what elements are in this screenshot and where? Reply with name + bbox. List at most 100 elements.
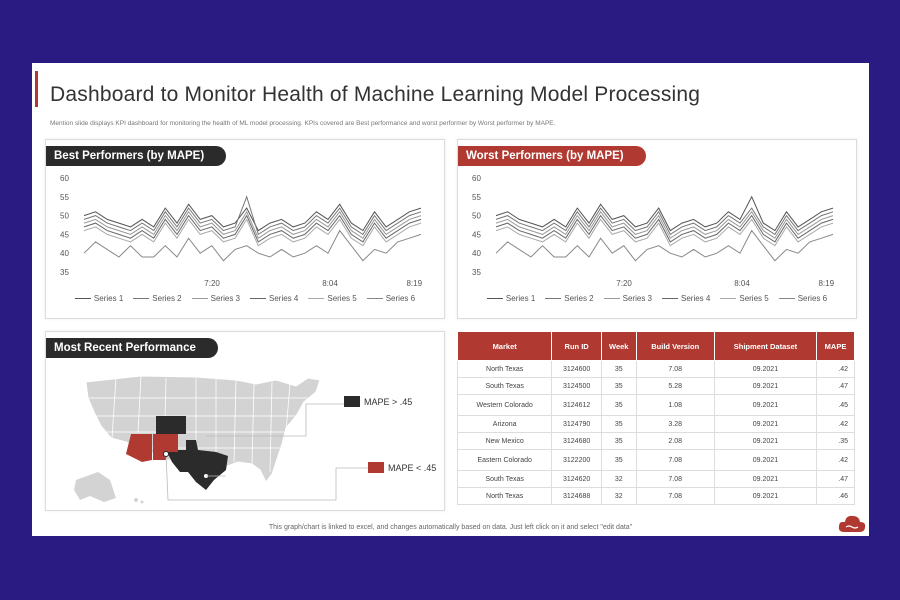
legend-item: Series 3 (191, 294, 240, 303)
table-row[interactable]: Western Colorado 3124612 35 1.08 09.2021.45 (456, 394, 855, 416)
x-tick-label: 7:20 (204, 279, 220, 288)
table-body: North Texas 3124600 35 7.08 09.2021.42 South … (456, 360, 855, 505)
y-tick-label: 55 (60, 193, 69, 202)
worst-performers-chart[interactable]: 60 55 50 45 40 35 7:20 8:04 8:19 (458, 140, 856, 318)
table-header-cell[interactable]: Build Version (635, 331, 715, 361)
legend-item: Series 4 (662, 294, 710, 303)
table-header-cell[interactable]: MAPE (816, 331, 855, 361)
table-cell: 09.2021 (713, 432, 818, 450)
legend-label: Series 2 (564, 294, 594, 303)
table-header-cell[interactable]: Week (600, 331, 637, 361)
best-performers-legend: Series 1 Series 2 Series 3 Series 4 Series 5… (46, 294, 444, 303)
table-cell: 3124688 (551, 487, 602, 505)
series-line-1 (495, 195, 834, 232)
table-cell: 2.08 (635, 432, 715, 450)
cloud-icon (838, 515, 866, 532)
table-header-cell[interactable]: Market (456, 331, 553, 361)
legend-label: Series 3 (622, 294, 652, 303)
table-cell: 3124600 (551, 360, 602, 378)
table-row[interactable]: Arizona 3124790 35 3.28 09.2021.42 (456, 415, 855, 433)
table-cell: 35 (600, 449, 637, 471)
table-cell: 35 (600, 377, 637, 395)
table-row[interactable]: North Texas 3124688 32 7.08 09.2021.46 (456, 487, 855, 505)
legend-swatch (545, 298, 562, 299)
y-tick-label: 35 (472, 268, 481, 277)
table-cell: .42 (816, 449, 855, 471)
series-line-5 (495, 218, 834, 247)
worst-performers-panel: Worst Performers (by MAPE) 60 55 50 45 40 35 7… (457, 139, 857, 319)
legend-swatch (720, 298, 737, 299)
legend-mape-high: MAPE > .45 (344, 396, 412, 407)
table-cell: 09.2021 (713, 377, 818, 395)
table-row[interactable]: South Texas 3124620 32 7.08 09.2021.47 (456, 470, 855, 488)
table-cell: .45 (816, 394, 855, 416)
table-cell: 35 (600, 394, 637, 416)
us-map[interactable] (46, 332, 444, 510)
table-cell: Western Colorado (456, 394, 553, 416)
table-cell: .42 (816, 360, 855, 378)
legend-swatch (74, 298, 91, 299)
x-tick-label: 8:19 (818, 279, 834, 288)
table-cell: 5.28 (635, 377, 715, 395)
title-accent-bar (35, 71, 38, 107)
series-line-4 (83, 214, 422, 243)
legend-item: Series 2 (545, 294, 594, 303)
recent-performance-title: Most Recent Performance (46, 338, 218, 358)
table-row[interactable]: Eastern Colorado 3122200 35 7.08 09.2021.42 (456, 449, 855, 471)
legend-mape-low: MAPE < .45 (368, 462, 436, 473)
footer-note: This graph/chart is linked to excel, and… (268, 524, 633, 531)
table-header-cell[interactable]: Shipment Dataset (713, 331, 818, 361)
y-tick-label: 50 (60, 212, 69, 221)
table-row[interactable]: New Mexico 3124680 35 2.08 09.2021.35 (456, 432, 855, 450)
legend-dark-label: MAPE > .45 (364, 396, 413, 407)
table-cell: 32 (600, 487, 637, 505)
colorado-shape (156, 416, 186, 434)
legend-item: Series 1 (74, 294, 124, 303)
table-cell: .47 (816, 470, 855, 488)
legend-label: Series 5 (739, 294, 769, 303)
x-tick-label: 8:04 (734, 279, 750, 288)
slide: Dashboard to Monitor Health of Machine L… (32, 63, 869, 536)
arizona-shape (126, 434, 152, 462)
table-cell: 35 (600, 432, 637, 450)
legend-swatch (486, 298, 503, 299)
x-tick-label: 7:20 (616, 279, 632, 288)
legend-item: Series 3 (603, 294, 652, 303)
legend-item: Series 6 (366, 294, 415, 303)
series-line-3 (83, 210, 422, 239)
recent-performance-panel: Most Recent Performance (45, 331, 445, 511)
table-cell: Eastern Colorado (456, 449, 553, 471)
series-line-6 (83, 229, 422, 262)
worst-performers-legend: Series 1 Series 2 Series 3 Series 4 Series 5… (458, 294, 856, 303)
legend-item: Series 5 (720, 294, 769, 303)
legend-red-swatch (368, 462, 384, 473)
table-header-cell[interactable]: Run ID (551, 331, 602, 361)
table-cell: 3124620 (551, 470, 602, 488)
table-cell: 35 (600, 415, 637, 433)
table-row[interactable]: North Texas 3124600 35 7.08 09.2021.42 (456, 360, 855, 378)
table-cell: 32 (600, 470, 637, 488)
table-cell: 09.2021 (713, 470, 818, 488)
series-line-3 (495, 210, 834, 239)
table-cell: .46 (816, 487, 855, 505)
table-cell: 09.2021 (713, 360, 818, 378)
table-cell: 09.2021 (713, 487, 818, 505)
legend-red-label: MAPE < .45 (388, 462, 437, 473)
table-cell: .35 (816, 432, 855, 450)
table-cell: 09.2021 (713, 394, 818, 416)
legend-dark-swatch (344, 396, 360, 407)
legend-item: Series 4 (250, 294, 298, 303)
table-cell: 09.2021 (713, 415, 818, 433)
table-cell: 7.08 (635, 470, 715, 488)
legend-item: Series 2 (133, 294, 182, 303)
new-mexico-shape (153, 434, 178, 460)
table-cell: New Mexico (456, 432, 553, 450)
texas-shape (166, 440, 228, 490)
table-row[interactable]: South Texas 3124500 35 5.28 09.2021.47 (456, 377, 855, 395)
table-cell: 35 (600, 360, 637, 378)
best-performers-chart[interactable]: 60 55 50 45 40 35 7:20 8:04 8:19 (46, 140, 444, 318)
y-tick-label: 60 (60, 174, 69, 183)
page-subtitle: Mention slide displays KPI dashboard for… (50, 120, 556, 127)
series-line-4 (495, 214, 834, 243)
legend-label: Series 1 (93, 294, 124, 303)
